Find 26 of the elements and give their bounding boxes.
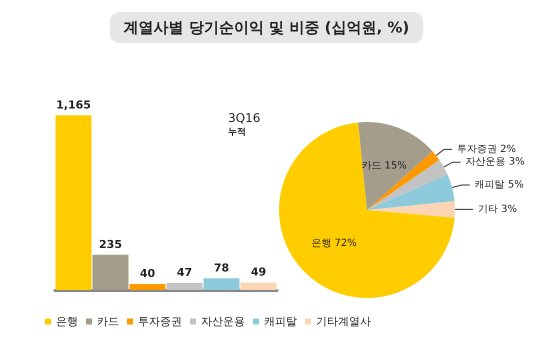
slice-label: 은행 — [311, 238, 332, 249]
legend-label: 기타계열사 — [316, 315, 371, 328]
legend-label: 카드 — [97, 315, 119, 328]
data-label: 3% — [508, 156, 525, 168]
data-label: 5% — [508, 179, 524, 190]
slice-label: 자산운용 — [466, 156, 506, 168]
slice-label: 캐피탈 — [474, 179, 505, 190]
slice-label: 투자증권 — [457, 144, 498, 155]
data-label: 235 — [99, 238, 122, 251]
slice-label: 기타 — [478, 204, 498, 215]
data-label: 78 — [214, 261, 230, 274]
data-label: 47 — [176, 266, 192, 279]
data-label: 49 — [250, 266, 266, 279]
data-label: 1,165 — [56, 98, 91, 112]
data-label: 72% — [334, 238, 357, 249]
data-label: 15% — [384, 160, 407, 172]
data-label: 3% — [501, 204, 518, 215]
legend-label: 캐피탈 — [264, 315, 297, 328]
legend-label: 은행 — [56, 315, 78, 328]
legend-label: 투자증권 — [138, 315, 182, 328]
data-label: 2% — [500, 144, 516, 155]
annotation: 누적 — [228, 128, 246, 138]
data-label: 40 — [140, 267, 156, 280]
chart-title: 계열사별 당기순이익 및 비중 (십억원, %) — [124, 18, 410, 36]
legend-label: 자산운용 — [201, 315, 245, 328]
annotation: 3Q16 — [228, 111, 260, 125]
